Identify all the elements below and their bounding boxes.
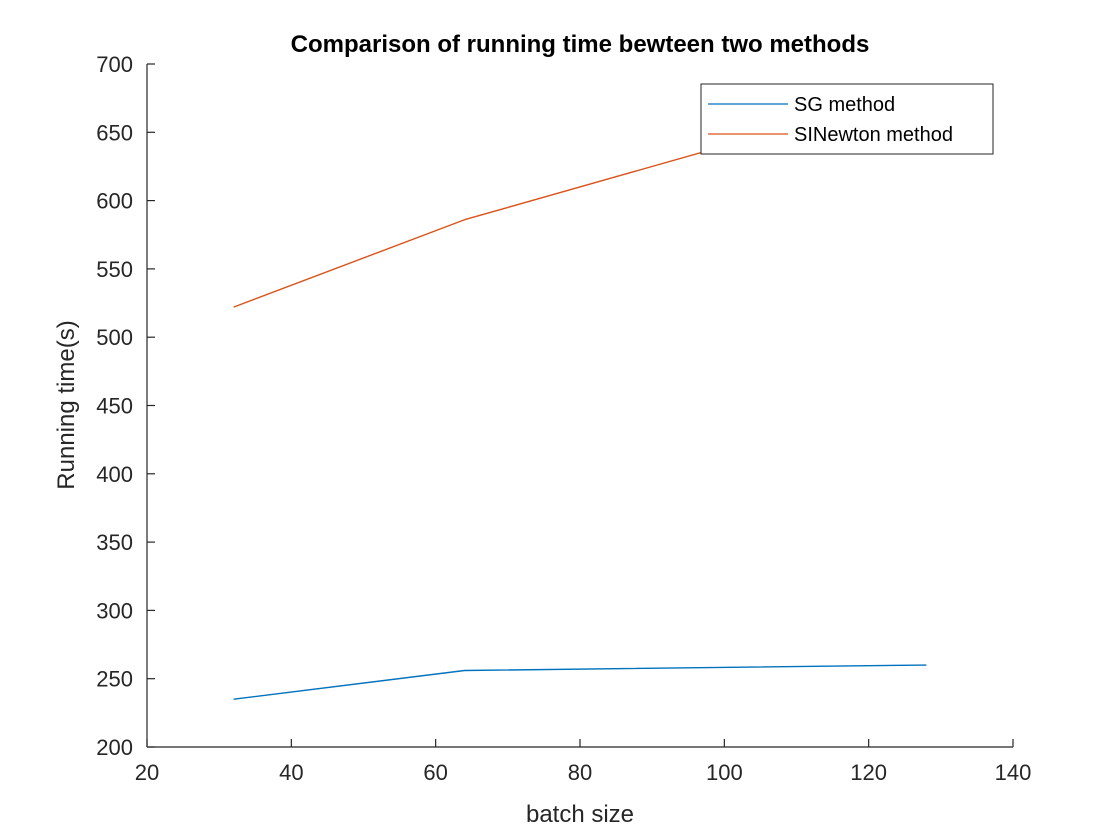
legend-label-sg: SG method [794, 94, 895, 116]
y-tick-label: 600 [96, 189, 133, 214]
y-tick-label: 250 [96, 667, 133, 692]
chart-title: Comparison of running time bewteen two m… [291, 31, 870, 58]
legend-label-sinewton: SINewton method [794, 124, 953, 146]
legend-box [700, 83, 994, 155]
y-tick-label: 450 [96, 394, 133, 419]
x-tick-label: 120 [850, 760, 887, 785]
x-axis-label: batch size [526, 801, 634, 828]
y-tick-label: 300 [96, 598, 133, 623]
y-axis-label: Running time(s) [53, 320, 80, 489]
y-tick-label: 550 [96, 257, 133, 282]
y-ticks: 200 250 300 350 400 450 500 550 600 650 700 [96, 52, 155, 760]
y-tick-label: 400 [96, 462, 133, 487]
x-tick-label: 140 [995, 760, 1032, 785]
y-tick-label: 700 [96, 52, 133, 77]
series-layer [233, 87, 927, 700]
series-line-sg [233, 664, 927, 700]
axes [146, 64, 1013, 748]
x-tick-label: 60 [423, 760, 447, 785]
x-ticks: 20 40 60 80 100 120 140 [135, 739, 1032, 785]
y-tick-label: 500 [96, 325, 133, 350]
y-tick-label: 200 [96, 735, 133, 760]
y-tick-label: 350 [96, 530, 133, 555]
legend: SG method SINewton method [700, 83, 994, 155]
x-tick-label: 20 [135, 760, 159, 785]
x-tick-label: 80 [568, 760, 592, 785]
x-tick-label: 100 [706, 760, 743, 785]
y-tick-label: 650 [96, 120, 133, 145]
x-tick-label: 40 [279, 760, 303, 785]
